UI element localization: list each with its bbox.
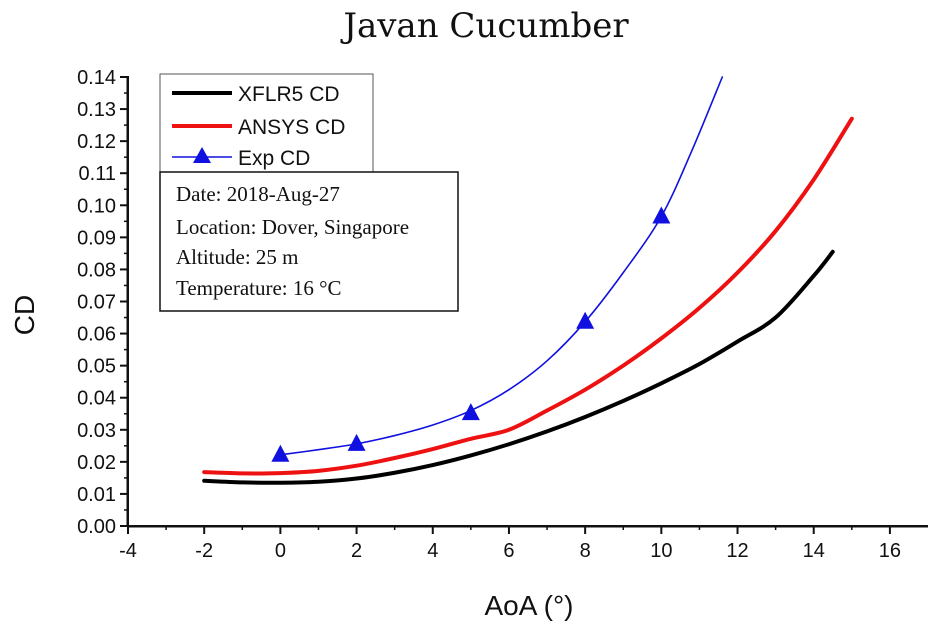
x-tick-label: 4 [427,540,438,562]
info-temperature: Temperature: 16 °C [176,276,342,300]
x-tick-label: 16 [879,540,901,562]
info-annotation: Date: 2018-Aug-27 Location: Dover, Singa… [159,171,459,312]
y-tick-label: 0.09 [77,227,116,249]
y-axis-line [126,76,129,527]
y-axis-label: CD [9,295,40,335]
info-date: Date: 2018-Aug-27 [176,182,340,206]
y-tick-label: 0.14 [77,67,116,89]
legend-label-exp: Exp CD [238,147,310,170]
exp-data-point [576,311,595,329]
x-tick-label: 10 [650,540,672,562]
y-tick-label: 0.02 [77,452,116,474]
chart-title: Javan Cucumber [340,6,629,46]
x-tick-label: 8 [580,540,591,562]
series-line-ansys-cd [202,116,854,476]
x-tick-label: 0 [275,540,286,562]
x-axis-label: AoA (°) [484,590,573,621]
y-tick-label: 0.03 [77,420,116,442]
info-box [159,171,459,312]
series-line-xflr5-cd [202,249,835,485]
y-tick-label: 0.12 [77,131,116,153]
y-tick-label: 0.13 [77,99,116,121]
info-location: Location: Dover, Singapore [176,215,409,239]
info-altitude: Altitude: 25 m [176,245,299,269]
exp-data-point [461,403,480,421]
legend-label-ansys: ANSYS CD [238,116,345,139]
x-tick-label: 12 [726,540,748,562]
y-tick-label: 0.01 [77,484,116,506]
exp-data-point [271,444,290,462]
plot-area [202,76,854,485]
x-tick-label: 14 [803,540,825,562]
y-tick-label: 0.08 [77,259,116,281]
x-tick-label: 6 [503,540,514,562]
legend-triangle-marker-icon [193,147,211,163]
x-tick-label: -4 [119,540,137,562]
legend-label-xflr5: XFLR5 CD [238,83,340,106]
y-tick-label: 0.07 [77,292,116,314]
legend: XFLR5 CD ANSYS CD Exp CD [159,73,374,176]
x-axis-line [128,525,928,528]
exp-data-point [347,433,366,451]
y-tick-label: 0.00 [77,516,116,538]
x-tick-label: 2 [351,540,362,562]
y-tick-label: 0.04 [77,388,116,410]
x-tick-label: -2 [195,540,213,562]
y-tick-label: 0.06 [77,324,116,346]
y-tick-label: 0.05 [77,356,116,378]
exp-data-point [652,206,671,224]
y-tick-label: 0.10 [77,195,116,217]
y-tick-label: 0.11 [79,163,116,185]
